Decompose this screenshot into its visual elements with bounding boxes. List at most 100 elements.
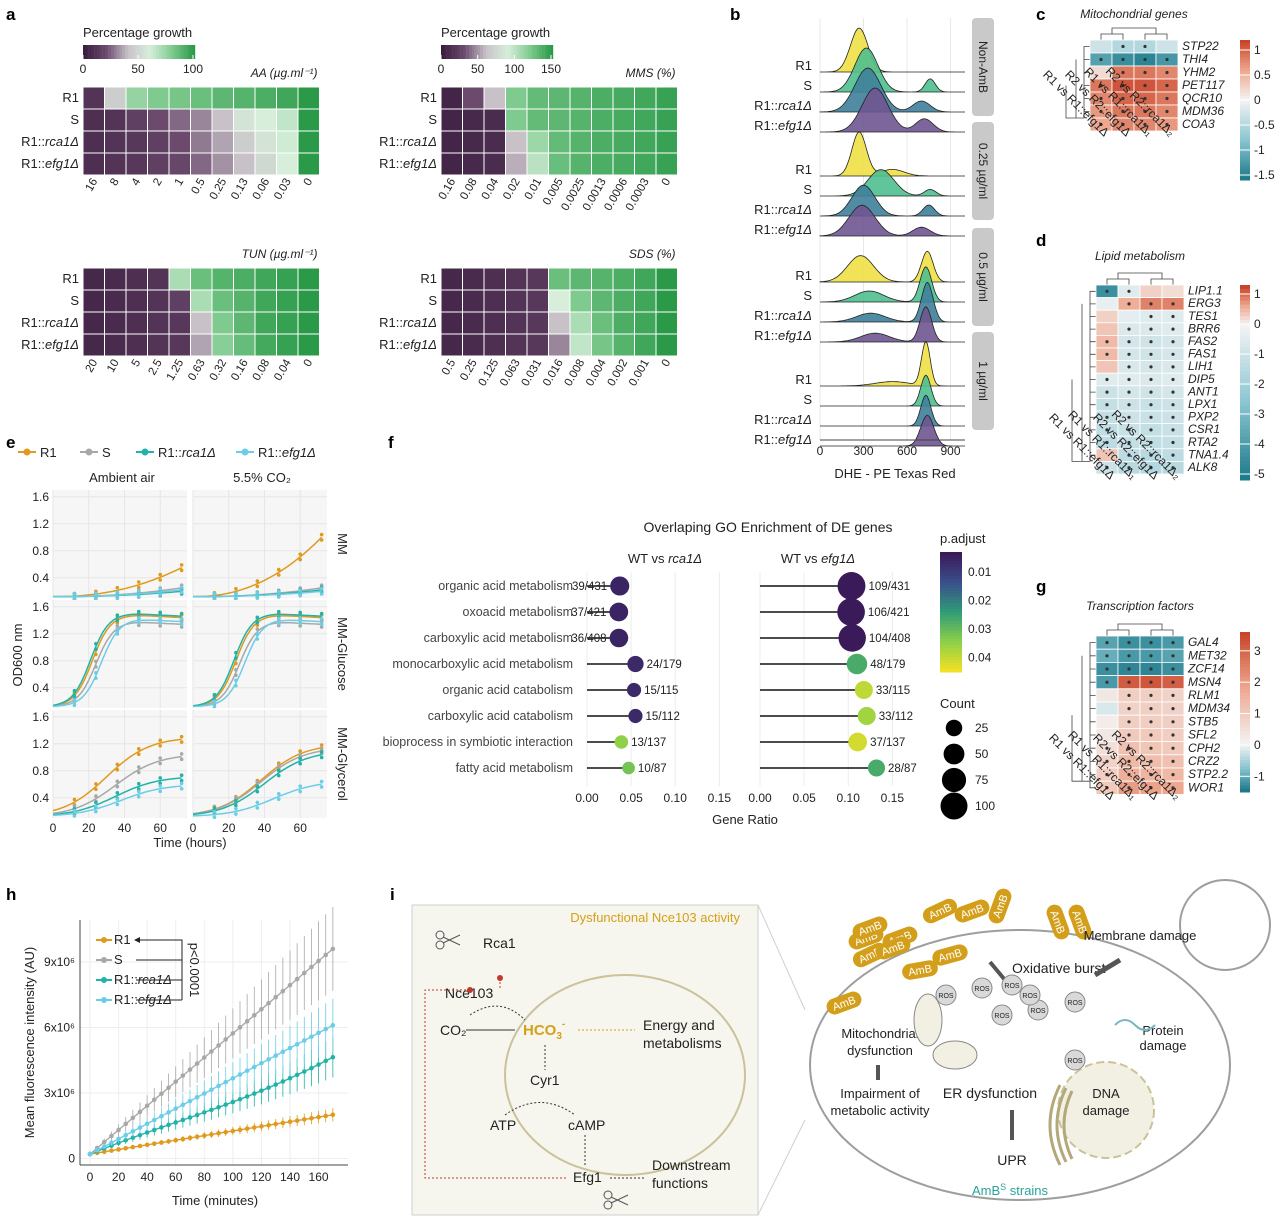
data-point bbox=[276, 567, 281, 572]
heatmap-cell bbox=[1089, 39, 1113, 54]
row-label-base: R1:: bbox=[754, 118, 778, 133]
colorbar-tick: -2 bbox=[1254, 377, 1265, 391]
heatmap-cell bbox=[1117, 309, 1141, 324]
mitochondrion-outline bbox=[504, 974, 746, 1176]
amb-molecule: AmB bbox=[902, 960, 938, 980]
colorbar-swatch bbox=[1240, 82, 1250, 86]
col-label: 0 bbox=[302, 177, 316, 189]
y-axis-label: OD600 nm bbox=[10, 624, 25, 687]
data-point bbox=[115, 618, 120, 623]
colorbar-tick: -1 bbox=[1254, 769, 1265, 783]
facet-subtitle: WT vs rca1Δ bbox=[628, 551, 702, 566]
col-label: 0.002 bbox=[606, 358, 631, 389]
gene-label: ANT1 bbox=[1187, 384, 1219, 398]
data-point bbox=[298, 610, 303, 615]
er-membrane bbox=[1048, 1084, 1074, 1166]
significance-dot bbox=[1105, 641, 1109, 645]
data-point bbox=[115, 791, 120, 795]
col-label: 0.16 bbox=[437, 177, 459, 202]
colorbar-swatch bbox=[1240, 744, 1250, 748]
significance-dot bbox=[1149, 415, 1153, 419]
colorbar-swatch bbox=[940, 555, 962, 559]
data-point bbox=[115, 613, 120, 618]
significance-dot bbox=[1127, 403, 1131, 407]
significance-dot bbox=[1105, 289, 1109, 293]
x-tick: 600 bbox=[897, 444, 917, 458]
heatmap-cell bbox=[526, 152, 549, 176]
colorbar-swatch bbox=[1240, 734, 1250, 739]
colorbar-swatch bbox=[1240, 168, 1250, 173]
col-label: 0.01 bbox=[523, 177, 545, 202]
legend-swatch bbox=[480, 45, 484, 59]
colorbar-swatch bbox=[1240, 785, 1250, 790]
data-point bbox=[179, 740, 184, 744]
colorbar-tick: -1.5 bbox=[1254, 168, 1275, 182]
colorbar-swatch bbox=[1240, 747, 1250, 751]
colorbar-swatch bbox=[1240, 296, 1250, 302]
significance-dot bbox=[1149, 641, 1153, 645]
colorbar-swatch bbox=[1240, 456, 1250, 461]
legend-swatch bbox=[111, 45, 114, 59]
col-dendrogram bbox=[1100, 27, 1168, 40]
row-label-gene: efg1Δ bbox=[403, 156, 437, 171]
significance-dot bbox=[1149, 707, 1153, 711]
data-point bbox=[94, 804, 98, 809]
data-point bbox=[179, 625, 184, 629]
lollipop-dot bbox=[846, 653, 868, 675]
data-point bbox=[179, 734, 184, 739]
ratio-label: 24/179 bbox=[647, 659, 682, 671]
col-label: 2.5 bbox=[146, 358, 164, 378]
ridge-density bbox=[820, 374, 965, 407]
data-point bbox=[276, 763, 281, 768]
data-point bbox=[136, 616, 141, 620]
data-point bbox=[319, 743, 324, 747]
label-er-dysfunction: ER dysfunction bbox=[943, 1085, 1037, 1101]
heatmap-cell bbox=[82, 267, 105, 291]
significance-bracket bbox=[136, 939, 183, 1001]
colorbar-swatch bbox=[1240, 370, 1250, 376]
colorbar-swatch bbox=[1240, 728, 1250, 732]
colorbar-swatch bbox=[940, 657, 962, 661]
x-tick: 80 bbox=[198, 1170, 212, 1184]
row-label-base: R1:: bbox=[754, 308, 778, 323]
col-label: 4 bbox=[130, 176, 144, 188]
x-tick: 160 bbox=[309, 1170, 329, 1184]
data-point bbox=[72, 797, 77, 802]
amb-molecule: AmB bbox=[1068, 904, 1092, 940]
ratio-label: 13/137 bbox=[631, 737, 666, 749]
gene-label: FAS2 bbox=[1188, 334, 1217, 348]
amb-molecule: AmB bbox=[932, 944, 968, 966]
data-point bbox=[234, 597, 238, 601]
colorbar-swatch bbox=[1240, 405, 1250, 411]
row-label-gene: efg1Δ bbox=[778, 118, 812, 133]
col-label: 0 bbox=[660, 177, 674, 189]
heatmap-title: TUN (µg.ml⁻¹) bbox=[242, 247, 318, 261]
colorbar-swatch bbox=[940, 567, 962, 571]
row-label-base: R1:: bbox=[754, 202, 778, 217]
panel-letter-i: i bbox=[390, 885, 395, 904]
data-point bbox=[158, 784, 162, 788]
legend-swatch bbox=[181, 45, 184, 59]
heatmap-cell bbox=[483, 86, 506, 110]
legend-tick: 100 bbox=[183, 62, 203, 76]
data-point bbox=[158, 578, 162, 582]
heatmap-cell bbox=[254, 267, 277, 291]
legend-swatch bbox=[519, 45, 523, 59]
heatmap-cell bbox=[612, 289, 635, 313]
heatmap-cell bbox=[190, 289, 213, 313]
legend-swatch bbox=[502, 45, 506, 59]
heatmap-cell bbox=[612, 311, 635, 335]
significance-dot bbox=[1143, 44, 1147, 49]
data-point bbox=[298, 784, 303, 788]
gene-label: ALK8 bbox=[1187, 460, 1218, 474]
heatmap-cell bbox=[233, 130, 256, 154]
data-point bbox=[136, 789, 141, 794]
colorbar-tick: 1 bbox=[1254, 287, 1261, 301]
significance-dot bbox=[1171, 641, 1175, 645]
row-label-gene: efg1Δ bbox=[778, 328, 812, 343]
heatmap-cell bbox=[254, 130, 277, 154]
x-axis-label: Gene Ratio bbox=[712, 812, 778, 827]
y-tick: 0.8 bbox=[32, 544, 49, 558]
gene-label: DIP5 bbox=[1188, 372, 1215, 386]
label-hco3: HCO3- bbox=[523, 1019, 565, 1042]
